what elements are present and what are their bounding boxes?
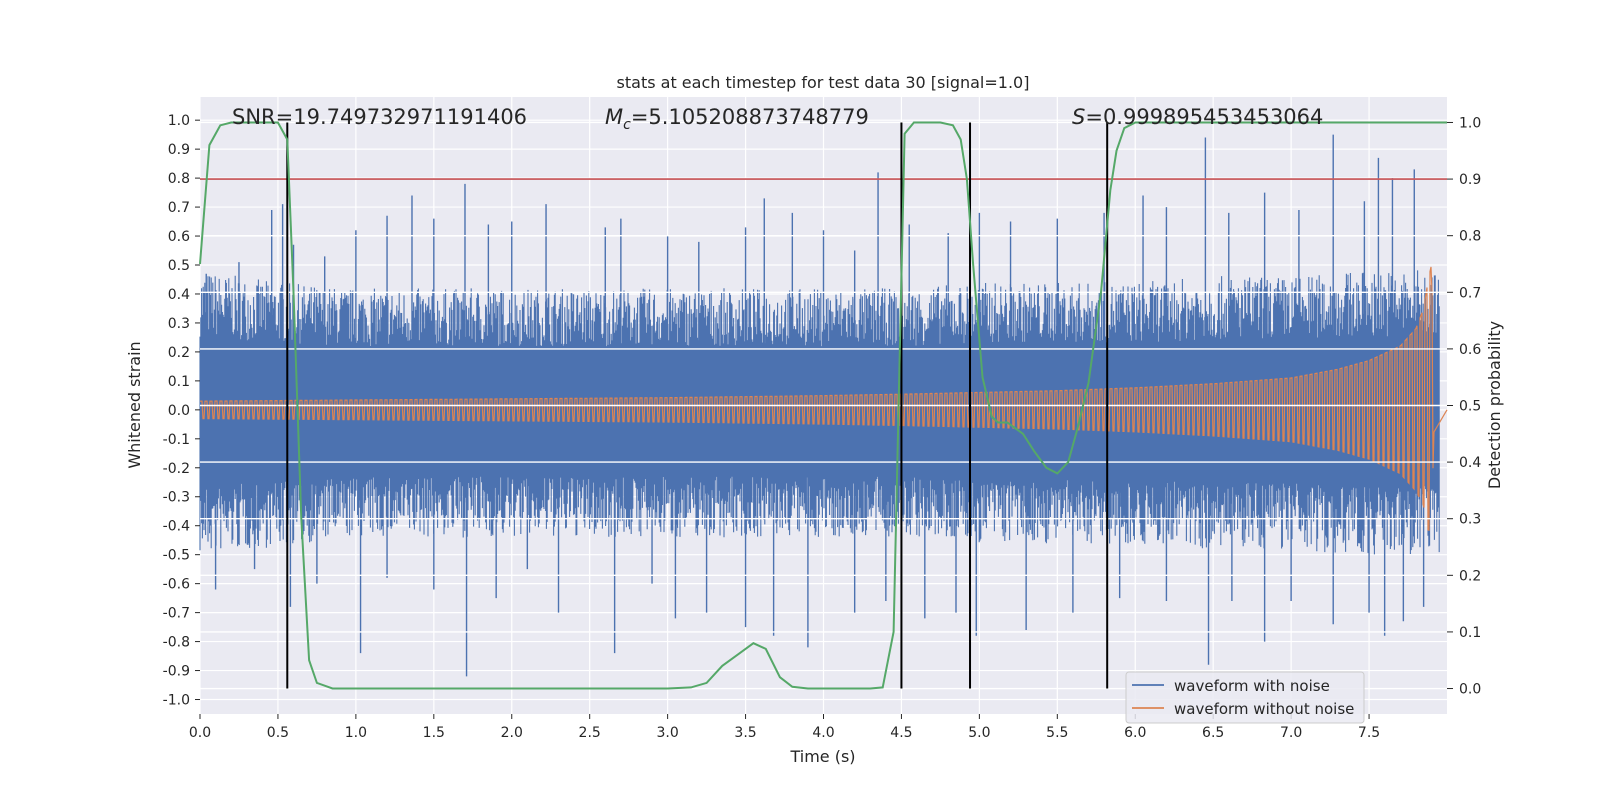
left-tick-label: -0.8	[163, 635, 190, 651]
left-tick-label: 0.1	[168, 374, 190, 390]
x-axis-label: Time (s)	[789, 747, 855, 766]
left-tick-label: 0.5	[168, 258, 190, 274]
x-tick-label: 6.0	[1124, 725, 1146, 741]
score-symbol: S	[1072, 105, 1085, 129]
clean-waveform-series	[199, 266, 1448, 532]
left-tick-label: -0.7	[163, 606, 190, 622]
x-tick-label: 0.0	[189, 725, 211, 741]
x-tick-label: 1.5	[423, 725, 445, 741]
left-tick-label: -0.9	[163, 664, 190, 680]
x-tick-label: 5.0	[968, 725, 990, 741]
clean-waveform-line	[199, 266, 1448, 532]
right-tick-label: 0.1	[1459, 625, 1481, 641]
snr-annotation: SNR=19.749732971191406	[232, 105, 527, 129]
right-axis-ticks: 0.0 0.1 0.2 0.3 0.4 0.5 0.6 0.7 0.8 0.9 1.0	[1447, 115, 1481, 698]
left-tick-label: 0.9	[168, 142, 190, 158]
x-tick-label: 3.5	[734, 725, 756, 741]
x-tick-label: 5.5	[1046, 725, 1068, 741]
x-tick-label: 2.0	[501, 725, 523, 741]
right-tick-label: 0.3	[1459, 512, 1481, 528]
chirp-mass-symbol: M	[605, 105, 623, 129]
x-tick-label: 7.5	[1358, 725, 1380, 741]
right-tick-label: 0.0	[1459, 682, 1481, 698]
left-tick-label: 0.4	[168, 287, 190, 303]
overlay-layer	[200, 121, 1447, 690]
x-tick-label: 7.0	[1280, 725, 1302, 741]
left-tick-label: -0.1	[163, 432, 190, 448]
right-tick-label: 0.2	[1459, 568, 1481, 584]
left-tick-label: 0.6	[168, 229, 190, 245]
chirp-mass-value: =5.105208873748779	[631, 105, 869, 129]
left-tick-label: -0.4	[163, 519, 190, 535]
chirp-mass-subscript: c	[623, 117, 631, 133]
right-axis-label: Detection probability	[1485, 321, 1504, 489]
noise-waveform-series	[199, 134, 1440, 677]
right-tick-label: 0.9	[1459, 172, 1481, 188]
left-tick-label: 0.0	[168, 403, 190, 419]
detection-probability-series	[199, 121, 1447, 690]
left-axis-label: Whitened strain	[125, 341, 144, 468]
right-tick-label: 0.7	[1459, 285, 1481, 301]
left-tick-label: 0.7	[168, 200, 190, 216]
x-axis-ticks: 0.0 0.5 1.0 1.5 2.0 2.5 3.0 3.5 4.0 4.5 5.0 5.5 6.0 6…	[189, 714, 1380, 741]
x-tick-label: 1.0	[345, 725, 367, 741]
x-tick-label: 2.5	[579, 725, 601, 741]
legend-label-noise: waveform with noise	[1174, 677, 1330, 695]
chirp-mass-annotation: Mc=5.105208873748779	[605, 105, 869, 133]
x-tick-label: 6.5	[1202, 725, 1224, 741]
right-tick-label: 0.5	[1459, 399, 1481, 415]
left-tick-label: 1.0	[168, 113, 190, 129]
right-tick-label: 0.4	[1459, 455, 1481, 471]
right-tick-label: 1.0	[1459, 115, 1481, 131]
score-annotation: S=0.999895453453064	[1072, 105, 1323, 129]
left-tick-label: -0.5	[163, 548, 190, 564]
left-tick-label: 0.8	[168, 171, 190, 187]
left-tick-label: 0.3	[168, 316, 190, 332]
legend-box	[1125, 671, 1365, 724]
legend: waveform with noise waveform without noi…	[1125, 671, 1365, 724]
left-axis-ticks: -1.0 -0.9 -0.8 -0.7 -0.6 -0.5 -0.4 -0.3 -0.2 -0.1…	[163, 113, 200, 709]
x-tick-label: 3.0	[656, 725, 678, 741]
chart-title: stats at each timestep for test data 30 …	[617, 73, 1030, 92]
left-tick-label: -0.3	[163, 490, 190, 506]
score-value: =0.999895453453064	[1085, 105, 1323, 129]
left-tick-label: 0.2	[168, 345, 190, 361]
legend-label-clean: waveform without noise	[1174, 700, 1354, 718]
right-tick-label: 0.8	[1459, 229, 1481, 245]
left-tick-label: -0.6	[163, 577, 190, 593]
detection-probability-line	[199, 121, 1447, 690]
x-tick-label: 4.0	[812, 725, 834, 741]
left-tick-label: -1.0	[163, 693, 190, 709]
right-tick-label: 0.6	[1459, 342, 1481, 358]
left-tick-label: -0.2	[163, 461, 190, 477]
x-tick-label: 0.5	[267, 725, 289, 741]
x-tick-label: 4.5	[890, 725, 912, 741]
